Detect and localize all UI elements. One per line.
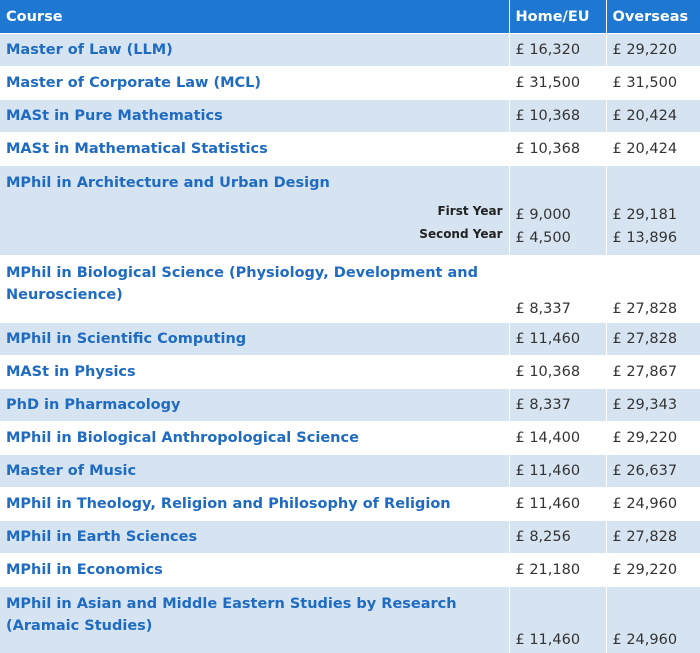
table-row: MPhil in Earth Sciences £ 8,256 £ 27,828 (0, 521, 700, 554)
course-link[interactable]: MPhil in Theology, Religion and Philosop… (6, 493, 451, 515)
course-link[interactable]: MASt in Physics (6, 361, 136, 383)
table-header-row: Course Home/EU Overseas (0, 0, 700, 34)
first-year-label: First Year (6, 200, 503, 223)
table-row: MASt in Mathematical Statistics £ 10,368… (0, 133, 700, 166)
home-fee: £ 11,460 (509, 488, 606, 521)
table-row: MPhil in Biological Anthropological Scie… (0, 422, 700, 455)
course-link[interactable]: Master of Music (6, 460, 136, 482)
course-link[interactable]: MPhil in Biological Anthropological Scie… (6, 427, 359, 449)
overseas-fee: £ 29,343 (606, 389, 700, 422)
home-fee: £ 8,337 (509, 389, 606, 422)
home-fee: £ 10,368 (509, 100, 606, 133)
home-fee: £ 11,460 (509, 323, 606, 356)
course-link[interactable]: MPhil in Asian and Middle Eastern Studie… (6, 593, 503, 637)
overseas-fee: £ 29,220 (606, 422, 700, 455)
course-column-header: Course (0, 0, 509, 34)
course-link[interactable]: MPhil in Economics (6, 559, 163, 581)
overseas-fee: £ 29,220 (606, 554, 700, 587)
home-fee: £ 8,256 (509, 521, 606, 554)
table-row: Master of Law (LLM) £ 16,320 £ 29,220 (0, 34, 700, 67)
overseas-fee: £ 24,960 (606, 488, 700, 521)
overseas-fee: £ 26,637 (606, 455, 700, 488)
home-fee: £ 11,460 (509, 587, 606, 653)
home-fee: £ 31,500 (509, 67, 606, 100)
table-row: MPhil in Biological Science (Physiology,… (0, 256, 700, 323)
course-link[interactable]: MPhil in Architecture and Urban Design (6, 172, 330, 194)
overseas-fee: £ 31,500 (606, 67, 700, 100)
table-row: MPhil in Scientific Computing £ 11,460 £… (0, 323, 700, 356)
overseas-fee-first-year: £ 29,181 (613, 204, 695, 227)
table-row: PhD in Pharmacology £ 8,337 £ 29,343 (0, 389, 700, 422)
overseas-fee: £ 27,867 (606, 356, 700, 389)
home-fee: £ 10,368 (509, 133, 606, 166)
home-fee-first-year: £ 9,000 (516, 204, 600, 227)
table-row: MPhil in Economics £ 21,180 £ 29,220 (0, 554, 700, 587)
overseas-fee: £ 24,960 (606, 587, 700, 653)
table-row: Master of Corporate Law (MCL) £ 31,500 £… (0, 67, 700, 100)
course-link[interactable]: Master of Corporate Law (MCL) (6, 72, 261, 94)
home-fee: £ 14,400 (509, 422, 606, 455)
second-year-label: Second Year (6, 223, 503, 246)
home-fee: £ 10,368 (509, 356, 606, 389)
table-row: MPhil in Asian and Middle Eastern Studie… (0, 587, 700, 653)
overseas-fee: £ 27,828 (606, 323, 700, 356)
overseas-fee: £ 27,828 (606, 256, 700, 323)
table-row: MASt in Physics £ 10,368 £ 27,867 (0, 356, 700, 389)
overseas-column-header: Overseas (606, 0, 700, 34)
table-row: MASt in Pure Mathematics £ 10,368 £ 20,4… (0, 100, 700, 133)
overseas-fee: £ 29,220 (606, 34, 700, 67)
overseas-fee: £ 20,424 (606, 100, 700, 133)
home-fee: £ 16,320 (509, 34, 606, 67)
course-link[interactable]: Master of Law (LLM) (6, 39, 173, 61)
overseas-fee: £ 27,828 (606, 521, 700, 554)
course-link[interactable]: MPhil in Scientific Computing (6, 328, 246, 350)
course-link[interactable]: MASt in Mathematical Statistics (6, 138, 268, 160)
table-row: Master of Music £ 11,460 £ 26,637 (0, 455, 700, 488)
home-fee-second-year: £ 4,500 (516, 227, 600, 250)
course-link[interactable]: MASt in Pure Mathematics (6, 105, 223, 127)
course-link[interactable]: PhD in Pharmacology (6, 394, 180, 416)
home-fee: £ 8,337 (509, 256, 606, 323)
year-labels: First Year Second Year (6, 200, 503, 246)
table-row: MPhil in Architecture and Urban Design F… (0, 166, 700, 256)
home-fee: £ 21,180 (509, 554, 606, 587)
overseas-fee: £ 20,424 (606, 133, 700, 166)
table-row: MPhil in Theology, Religion and Philosop… (0, 488, 700, 521)
home-fee: £ 11,460 (509, 455, 606, 488)
overseas-fee-second-year: £ 13,896 (613, 227, 695, 250)
course-link[interactable]: MPhil in Earth Sciences (6, 526, 197, 548)
course-link[interactable]: MPhil in Biological Science (Physiology,… (6, 262, 503, 306)
home-eu-column-header: Home/EU (509, 0, 606, 34)
